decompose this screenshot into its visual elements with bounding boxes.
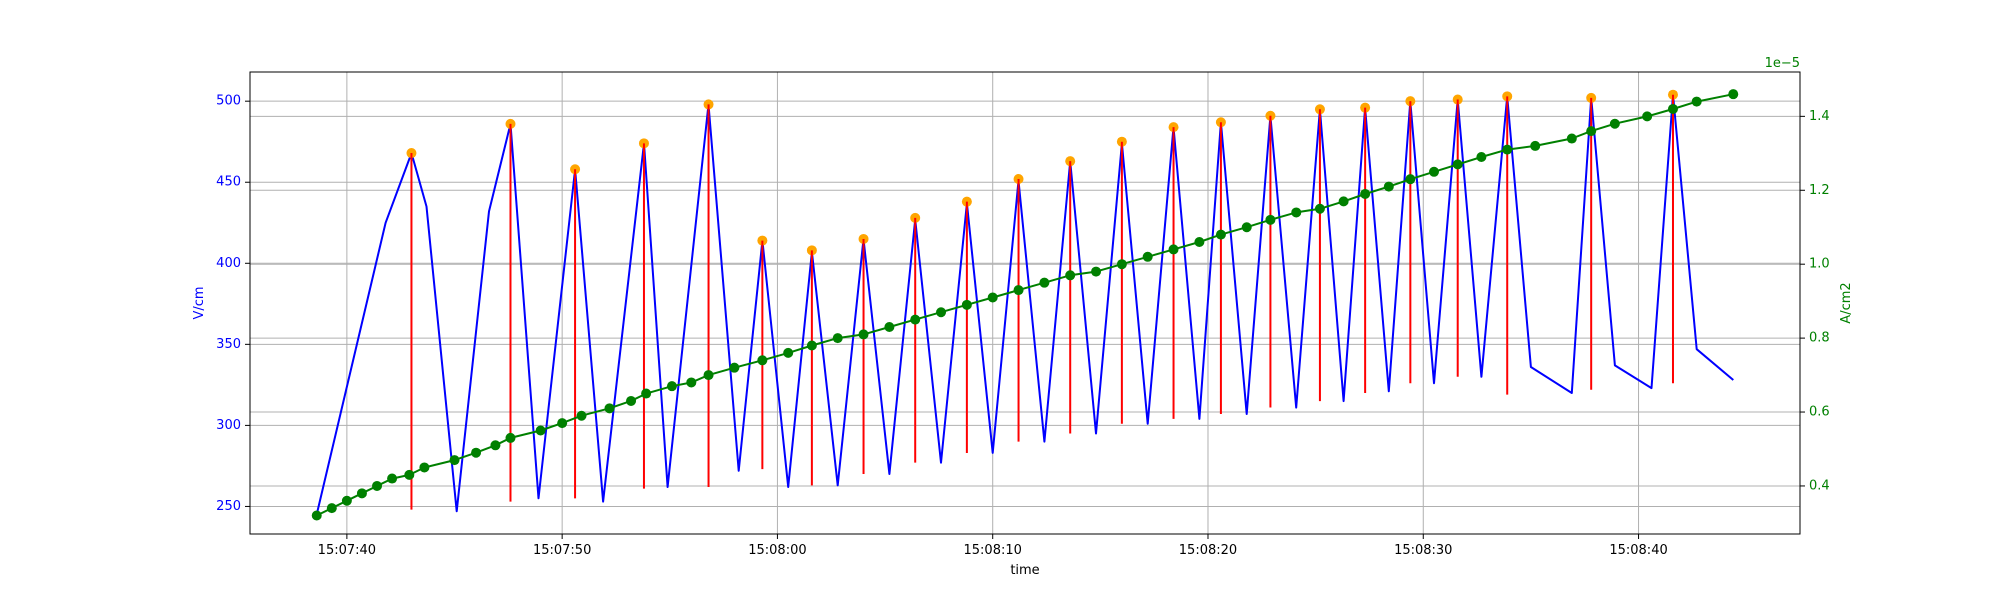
current-density-point xyxy=(1566,133,1577,144)
y-left-tick-label: 350 xyxy=(216,337,241,352)
current-density-point xyxy=(1194,237,1205,248)
current-density-point xyxy=(1383,181,1394,192)
x-tick-label: 15:08:00 xyxy=(748,543,806,558)
current-density-point xyxy=(490,440,501,451)
current-density-point xyxy=(686,377,697,388)
x-tick-label: 15:07:50 xyxy=(533,543,591,558)
right-axis-offset-text: 1e−5 xyxy=(1765,56,1800,71)
current-density-point xyxy=(1476,152,1487,163)
x-tick-label: 15:08:30 xyxy=(1394,543,1452,558)
current-density-point xyxy=(471,447,482,458)
current-density-point xyxy=(936,307,947,318)
current-density-point xyxy=(961,299,972,310)
current-density-point xyxy=(806,340,817,351)
current-density-point xyxy=(1241,222,1252,233)
x-tick-label: 15:07:40 xyxy=(318,543,376,558)
current-density-point xyxy=(832,333,843,344)
plot-frame xyxy=(249,71,1801,535)
current-density-point xyxy=(387,473,398,484)
x-axis-label: time xyxy=(1010,563,1039,578)
current-density-point xyxy=(1091,266,1102,277)
y-right-tick-label: 0.6 xyxy=(1809,405,1830,420)
current-density-point xyxy=(1429,166,1440,177)
y-left-tick-label: 450 xyxy=(216,175,241,190)
current-density-point xyxy=(557,418,568,429)
current-density-point xyxy=(404,469,415,480)
current-density-point xyxy=(858,329,869,340)
current-density-point xyxy=(1314,203,1325,214)
current-density-point xyxy=(1065,270,1076,281)
current-density-point xyxy=(326,503,337,514)
current-density-point xyxy=(1728,89,1739,100)
ticks: 15:07:40 15:07:50 15:08:00 15:08:10 15:08:20… xyxy=(216,94,1830,558)
current-density-point xyxy=(341,495,352,506)
current-density-point xyxy=(449,455,460,466)
current-density-point xyxy=(576,410,587,421)
y-left-tick-label: 500 xyxy=(216,94,241,109)
current-density-point xyxy=(1586,126,1597,137)
current-density-point xyxy=(1338,196,1349,207)
y-right-tick-label: 0.8 xyxy=(1809,331,1830,346)
x-tick-label: 15:08:40 xyxy=(1609,543,1667,558)
y-axis-right-label: A/cm2 xyxy=(1839,282,1854,323)
current-density-point xyxy=(1405,174,1416,185)
current-density-point xyxy=(703,370,714,381)
current-density-point xyxy=(626,395,637,406)
current-density-point xyxy=(372,480,383,491)
y-right-tick-label: 1.2 xyxy=(1809,183,1830,198)
current-density-point xyxy=(1265,214,1276,225)
current-density-point xyxy=(987,292,998,303)
x-tick-label: 15:08:10 xyxy=(964,543,1022,558)
current-density-point xyxy=(1142,251,1153,262)
current-density-point xyxy=(1215,229,1226,240)
current-density-point xyxy=(1452,159,1463,170)
current-density-point xyxy=(1691,96,1702,107)
current-density-point xyxy=(1642,111,1653,122)
current-density-point xyxy=(311,510,322,521)
y-right-tick-label: 1.4 xyxy=(1809,109,1830,124)
current-density-point xyxy=(1168,244,1179,255)
grid xyxy=(250,72,1800,534)
current-density-point xyxy=(1013,285,1024,296)
y-left-tick-label: 400 xyxy=(216,256,241,271)
current-density-point xyxy=(505,432,516,443)
peak-marker xyxy=(1168,122,1179,133)
current-density-point xyxy=(641,388,652,399)
y-left-tick-label: 250 xyxy=(216,499,241,514)
current-density-point xyxy=(535,425,546,436)
series-layer xyxy=(311,89,1739,521)
current-density-point xyxy=(1360,188,1371,199)
y-axis-left-label: V/cm xyxy=(192,286,207,319)
y-left-tick-label: 300 xyxy=(216,418,241,433)
y-right-tick-label: 1.0 xyxy=(1809,257,1830,272)
current-density-point xyxy=(910,314,921,325)
current-density-point xyxy=(1116,259,1127,270)
current-density-point xyxy=(1530,140,1541,151)
current-density-point xyxy=(1291,207,1302,218)
x-tick-label: 15:08:20 xyxy=(1179,543,1237,558)
current-density-point xyxy=(729,362,740,373)
y-right-tick-label: 0.4 xyxy=(1809,478,1830,493)
current-density-point xyxy=(884,322,895,333)
current-density-point xyxy=(604,403,615,414)
current-density-point xyxy=(1667,103,1678,114)
current-density-point xyxy=(1039,277,1050,288)
current-density-point xyxy=(356,488,367,499)
current-density-point xyxy=(1502,144,1513,155)
current-density-point xyxy=(757,355,768,366)
current-density-point xyxy=(1609,118,1620,129)
current-density-point xyxy=(666,381,677,392)
current-density-point xyxy=(783,347,794,358)
current-density-point xyxy=(419,462,430,473)
